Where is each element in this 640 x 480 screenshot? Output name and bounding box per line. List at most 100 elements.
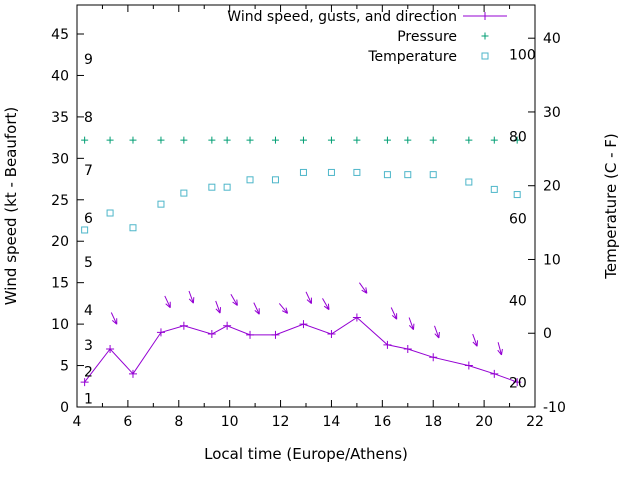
y-left-tick-label: 5 — [60, 359, 69, 375]
wind-speed-point — [207, 330, 216, 339]
pressure-point — [490, 136, 498, 144]
y-left-tick-label: 35 — [51, 110, 69, 126]
y-left-tick-label: 30 — [51, 151, 69, 167]
x-tick-label: 6 — [123, 414, 132, 430]
x-tick-label: 14 — [323, 414, 341, 430]
legend-label-pressure: Pressure — [397, 29, 457, 45]
temperature-point — [299, 168, 307, 176]
wind-speed-point — [223, 321, 232, 330]
y-right-tick-label: -10 — [543, 400, 566, 416]
wind-speed-point — [490, 369, 499, 378]
pressure-point — [157, 136, 165, 144]
wind-direction-arrow — [322, 298, 330, 311]
wind-speed-point — [80, 378, 89, 387]
pressure-point — [223, 136, 231, 144]
pressure-point — [327, 136, 335, 144]
pressure-point — [513, 136, 521, 144]
y-right-tick-label: 20 — [543, 179, 561, 195]
beaufort-label: 5 — [84, 255, 93, 271]
x-tick-label: 4 — [73, 414, 82, 430]
wind-speed-point — [156, 328, 165, 337]
wind-direction-arrow — [472, 333, 478, 347]
legend-label-temperature: Temperature — [367, 49, 457, 65]
wind-speed-point — [128, 369, 137, 378]
temperature-point — [223, 183, 231, 191]
wind-speed-point — [246, 330, 255, 339]
scale-labels: 4 6 8 10 12 14 16 18 20 22051015202530354045-1001… — [51, 27, 566, 430]
temperature-point — [383, 171, 391, 179]
pressure-point — [299, 136, 307, 144]
temperature-point — [465, 178, 473, 186]
wind-speed-point — [271, 330, 280, 339]
beaufort-label: 9 — [84, 52, 93, 68]
pressure-point — [106, 136, 114, 144]
wind-speed-point — [106, 344, 115, 353]
wind-speed-point — [513, 378, 522, 387]
y-left-tick-label: 25 — [51, 193, 69, 209]
temperature-point — [180, 189, 188, 197]
wind-speed-point — [179, 321, 188, 330]
wind-direction-arrow — [188, 290, 195, 304]
fahrenheit-label: 60 — [509, 211, 527, 227]
legend-marker-pressure — [481, 32, 489, 40]
y-left-tick-label: 45 — [51, 27, 69, 43]
temperature-point — [106, 209, 114, 217]
beaufort-label: 2 — [84, 364, 93, 380]
pressure-point — [129, 136, 137, 144]
x-tick-label: 16 — [373, 414, 391, 430]
plot-border — [76, 4, 536, 408]
axis-ticks — [76, 5, 536, 408]
wind-direction-arrow — [305, 291, 312, 304]
legend-marker-temperature — [481, 52, 489, 60]
legend-marker-wind-plus — [481, 12, 489, 20]
x-tick-label: 12 — [272, 414, 290, 430]
pressure-point — [81, 136, 89, 144]
fahrenheit-label: 40 — [509, 293, 527, 309]
temperature-point — [129, 224, 137, 232]
wind-direction-arrow — [497, 342, 503, 356]
pressure-point — [383, 136, 391, 144]
wind-direction-arrow — [390, 307, 398, 320]
wind-speed-point — [383, 340, 392, 349]
wind-direction-arrow — [434, 325, 440, 339]
legend-markers — [463, 12, 507, 60]
wind-speed-point — [352, 313, 361, 322]
y-left-tick-label: 20 — [51, 234, 69, 250]
temperature-point — [429, 171, 437, 179]
wind-speed-point — [327, 330, 336, 339]
x-tick-label: 20 — [475, 414, 493, 430]
beaufort-label: 3 — [84, 338, 93, 354]
right-axis-title: Temperature (C - F) — [602, 133, 620, 280]
legend-label-wind: Wind speed, gusts, and direction — [227, 9, 457, 25]
y-right-tick-label: 0 — [543, 326, 552, 342]
fahrenheit-label: 80 — [509, 130, 527, 146]
temperature-point — [353, 168, 361, 176]
temperature-point — [490, 185, 498, 193]
beaufort-label: 1 — [84, 392, 93, 408]
y-right-tick-label: 40 — [543, 31, 561, 47]
wind-direction-arrow — [358, 282, 368, 294]
temperature-point — [246, 176, 254, 184]
y-left-tick-label: 15 — [51, 276, 69, 292]
x-tick-label: 8 — [174, 414, 183, 430]
beaufort-label: 7 — [84, 163, 93, 179]
wind-direction-arrow — [110, 312, 118, 325]
temperature-point — [271, 176, 279, 184]
wind-direction-arrow — [408, 317, 415, 331]
pressure-point — [208, 136, 216, 144]
pressure-point — [271, 136, 279, 144]
x-tick-label: 18 — [424, 414, 442, 430]
legend: Wind speed, gusts, and direction Pressur… — [227, 9, 507, 65]
wind-speed-point — [464, 361, 473, 370]
temperature-point — [327, 168, 335, 176]
y-left-tick-label: 40 — [51, 68, 69, 84]
pressure-point — [180, 136, 188, 144]
wind-speed-point — [403, 344, 412, 353]
pressure-point — [404, 136, 412, 144]
wind-direction-arrow — [215, 300, 221, 314]
wind-speed-point — [429, 353, 438, 362]
x-tick-label: 22 — [526, 414, 544, 430]
beaufort-label: 4 — [84, 303, 93, 319]
wind-direction-arrow — [164, 295, 171, 309]
